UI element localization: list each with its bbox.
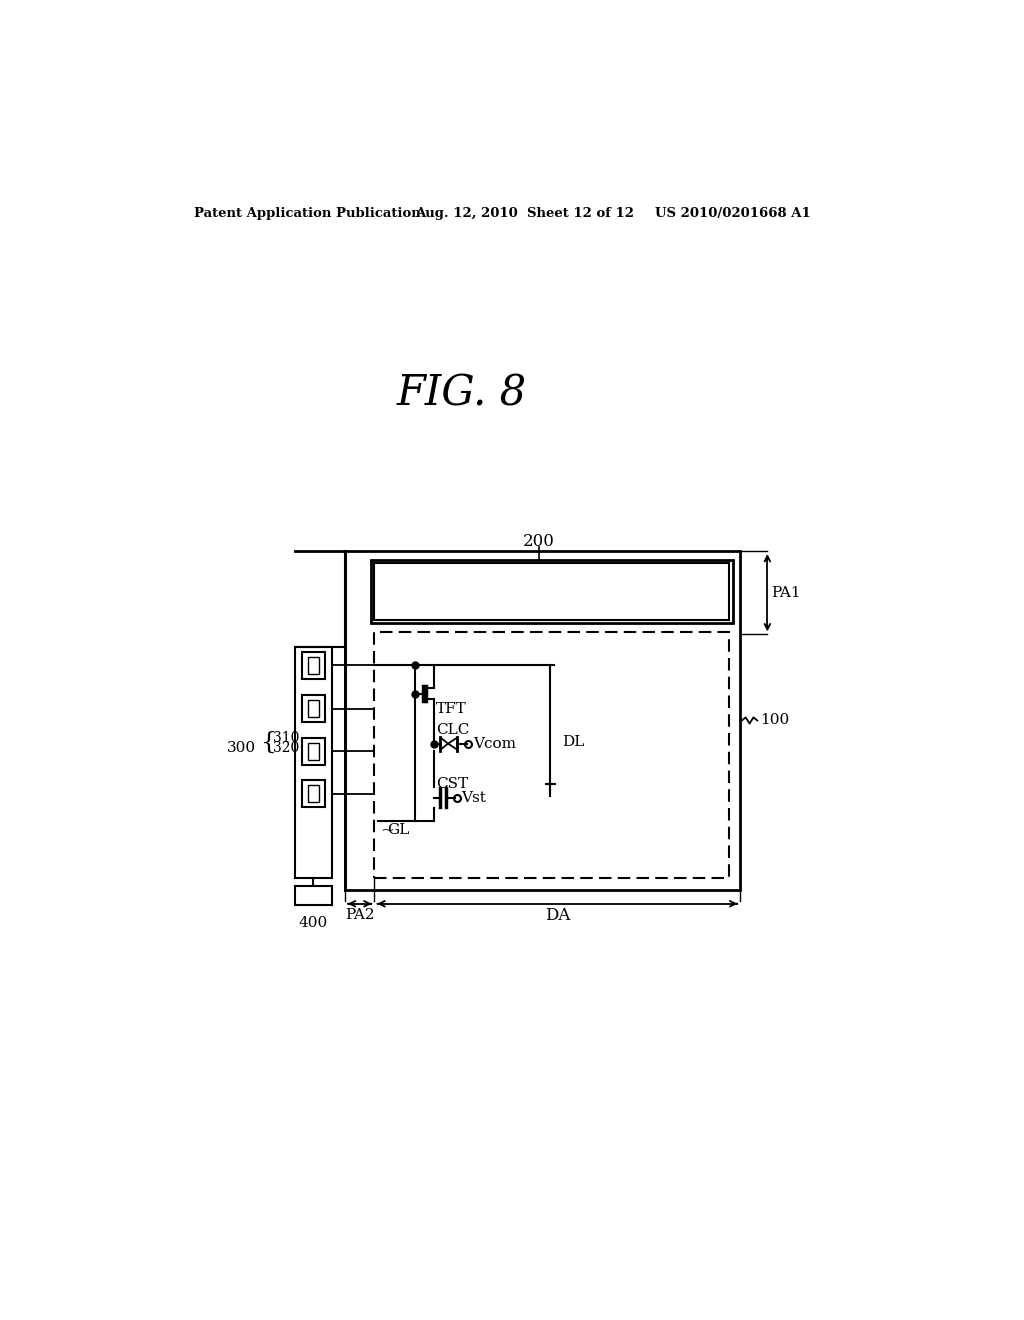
Text: GL: GL (387, 822, 410, 837)
Text: 310: 310 (273, 731, 299, 746)
Text: Vcom: Vcom (473, 737, 516, 751)
Bar (302, 738, 325, 764)
Text: PA2: PA2 (345, 908, 375, 923)
Text: 200: 200 (523, 533, 555, 550)
Text: TFT: TFT (435, 702, 466, 715)
Text: Patent Application Publication: Patent Application Publication (194, 207, 421, 220)
Bar (308, 656, 318, 673)
Text: DL: DL (562, 735, 585, 748)
Text: CLC: CLC (435, 723, 469, 737)
Bar (308, 701, 318, 718)
Text: 300: 300 (226, 742, 256, 755)
Text: PA1: PA1 (771, 586, 801, 599)
Text: Aug. 12, 2010  Sheet 12 of 12: Aug. 12, 2010 Sheet 12 of 12 (415, 207, 634, 220)
Bar (302, 652, 325, 678)
Text: DA: DA (545, 907, 570, 924)
Bar (295, 886, 332, 906)
Text: {: { (261, 730, 278, 754)
Text: Vst: Vst (461, 791, 486, 804)
Text: FIG. 8: FIG. 8 (396, 372, 526, 414)
Text: US 2010/0201668 A1: US 2010/0201668 A1 (655, 207, 811, 220)
Bar (375, 632, 729, 878)
Text: 100: 100 (760, 714, 788, 727)
Bar (302, 780, 325, 807)
Bar (295, 647, 332, 878)
Bar (345, 552, 740, 890)
Bar (375, 562, 729, 620)
Text: 320: 320 (273, 742, 299, 755)
Text: CST: CST (435, 776, 468, 791)
Bar (302, 696, 325, 722)
Text: 400: 400 (299, 916, 328, 931)
Bar (308, 785, 318, 803)
Text: ~: ~ (381, 821, 394, 838)
Bar (308, 743, 318, 760)
Bar (372, 560, 732, 623)
